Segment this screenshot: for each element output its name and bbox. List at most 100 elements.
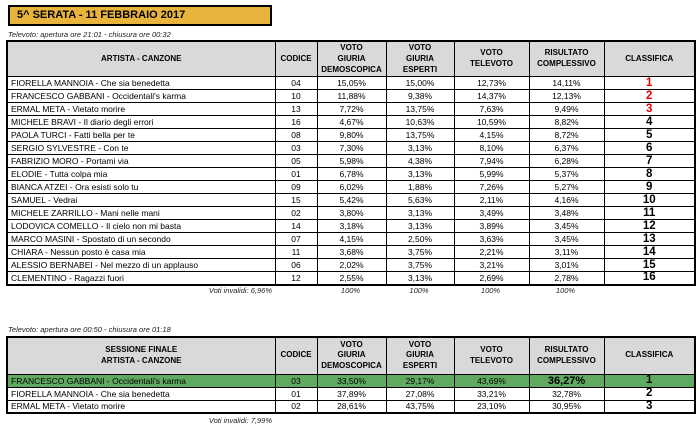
esperti-cell: 9,38% — [385, 89, 455, 104]
televoto-cell: 2,21% — [453, 245, 530, 260]
codice-cell: 03 — [274, 373, 318, 388]
total-esperti: 100% — [409, 286, 429, 295]
complessivo-cell: 3,45% — [528, 219, 605, 234]
artista-cell: FABRIZIO MORO - Portami via — [6, 154, 276, 169]
televoto-cell: 7,26% — [453, 180, 530, 195]
table-row: FABRIZIO MORO - Portami via 05 5,98% 4,38% 7… — [6, 154, 696, 169]
demoscopica-cell: 15,05% — [316, 76, 387, 91]
classifica-cell: 14 — [603, 245, 696, 260]
table-row: ERMAL META - Vietato morire 13 7,72% 13,75%… — [6, 102, 696, 117]
demoscopica-cell: 9,80% — [316, 128, 387, 143]
artista-cell: SAMUEL - Vedrai — [6, 193, 276, 208]
artista-cell: MARCO MASINI - Spostato di un secondo — [6, 232, 276, 247]
televoto-cell: 3,49% — [453, 206, 530, 221]
codice-cell: 03 — [274, 141, 318, 156]
televoto-cell: 8,10% — [453, 141, 530, 156]
demoscopica-cell: 11,88% — [316, 89, 387, 104]
televoto-cell: 3,63% — [453, 232, 530, 247]
complessivo-cell: 4,16% — [528, 193, 605, 208]
classifica-cell: 4 — [603, 115, 696, 130]
complessivo-cell: 6,28% — [528, 154, 605, 169]
televoto-cell: 12,73% — [453, 76, 530, 91]
codice-cell: 09 — [274, 180, 318, 195]
classifica-cell: 13 — [603, 232, 696, 247]
complessivo-cell: 30,95% — [528, 399, 605, 414]
table-row: MARCO MASINI - Spostato di un secondo 07 4… — [6, 232, 696, 247]
table-row: CLEMENTINO - Ragazzi fuori 12 2,55% 3,13% 2,… — [6, 271, 696, 286]
header-classifica: CLASSIFICA — [603, 40, 696, 78]
artista-cell: MICHELE ZARRILLO - Mani nelle mani — [6, 206, 276, 221]
classifica-cell: 1 — [603, 373, 696, 388]
table-row: FRANCESCO GABBANI - Occidentali's karma 1… — [6, 89, 696, 104]
classifica-cell: 5 — [603, 128, 696, 143]
televoto-cell: 7,63% — [453, 102, 530, 117]
complessivo-cell: 3,48% — [528, 206, 605, 221]
complessivo-cell: 8,72% — [528, 128, 605, 143]
demoscopica-cell: 3,80% — [316, 206, 387, 221]
artista-cell: ELODIE - Tutta colpa mia — [6, 167, 276, 182]
complessivo-cell: 3,11% — [528, 245, 605, 260]
codice-cell: 02 — [274, 206, 318, 221]
artista-cell: FIORELLA MANNOIA - Che sia benedetta — [6, 386, 276, 401]
header-classifica: CLASSIFICA — [603, 336, 696, 375]
table2-footer: Voti invalidi: 7,99% — [6, 416, 694, 425]
esperti-cell: 3,13% — [385, 219, 455, 234]
televoto-cell: 3,21% — [453, 258, 530, 273]
complessivo-cell: 2,78% — [528, 271, 605, 286]
classifica-cell: 10 — [603, 193, 696, 208]
codice-cell: 13 — [274, 102, 318, 117]
table-row: BIANCA ATZEI - Ora esisti solo tu 09 6,02%… — [6, 180, 696, 195]
esperti-cell: 15,00% — [385, 76, 455, 91]
demoscopica-cell: 6,02% — [316, 180, 387, 195]
header-voto-giuria-demoscopica: VOTO GIURIA DEMOSCOPICA — [316, 336, 387, 375]
artista-cell: SERGIO SYLVESTRE - Con te — [6, 141, 276, 156]
classifica-cell: 7 — [603, 154, 696, 169]
codice-cell: 16 — [274, 115, 318, 130]
invalid-votes-label-2: Voti invalidi: 7,99% — [208, 416, 272, 425]
demoscopica-cell: 4,15% — [316, 232, 387, 247]
complessivo-cell: 3,01% — [528, 258, 605, 273]
artista-cell: ERMAL META - Vietato morire — [6, 102, 276, 117]
televoto-cell: 4,15% — [453, 128, 530, 143]
table-row: SERGIO SYLVESTRE - Con te 03 7,30% 3,13% 8,1… — [6, 141, 696, 156]
esperti-cell: 27,08% — [385, 386, 455, 401]
complessivo-cell: 36,27% — [528, 373, 605, 388]
codice-cell: 05 — [274, 154, 318, 169]
classifica-cell: 6 — [603, 141, 696, 156]
table1-footer: Voti invalidi: 6,96% 100% 100% 100% 100% — [6, 286, 694, 295]
artista-cell: CLEMENTINO - Ragazzi fuori — [6, 271, 276, 286]
demoscopica-cell: 7,72% — [316, 102, 387, 117]
esperti-cell: 3,13% — [385, 141, 455, 156]
esperti-cell: 13,75% — [385, 128, 455, 143]
codice-cell: 14 — [274, 219, 318, 234]
results-table: ARTISTA - CANZONE CODICE VOTO GIURIA DEM… — [6, 40, 696, 286]
complessivo-cell: 14,11% — [528, 76, 605, 91]
table-row: ERMAL META - Vietato morire 02 28,61% 43,75… — [6, 399, 696, 414]
table-row: LODOVICA COMELLO - Il cielo non mi basta… — [6, 219, 696, 234]
complessivo-cell: 5,37% — [528, 167, 605, 182]
header-voto-giuria-demoscopica: VOTO GIURIA DEMOSCOPICA — [316, 40, 387, 78]
esperti-cell: 43,75% — [385, 399, 455, 414]
artista-cell: FRANCESCO GABBANI - Occidentali's karma — [6, 373, 276, 388]
codice-cell: 11 — [274, 245, 318, 260]
televoto-cell: 23,10% — [453, 399, 530, 414]
demoscopica-cell: 33,50% — [316, 373, 387, 388]
codice-cell: 01 — [274, 386, 318, 401]
demoscopica-cell: 2,55% — [316, 271, 387, 286]
table-row: SAMUEL - Vedrai 15 5,42% 5,63% 2,11% 4,16% 10 — [6, 193, 696, 208]
total-demoscopica: 100% — [340, 286, 361, 295]
artista-cell: CHIARA - Nessun posto è casa mia — [6, 245, 276, 260]
esperti-cell: 13,75% — [385, 102, 455, 117]
esperti-cell: 3,13% — [385, 206, 455, 221]
esperti-cell: 29,17% — [385, 373, 455, 388]
artista-cell: BIANCA ATZEI - Ora esisti solo tu — [6, 180, 276, 195]
invalid-votes-label-1: Voti invalidi: 6,96% — [208, 286, 272, 295]
codice-cell: 04 — [274, 76, 318, 91]
codice-cell: 10 — [274, 89, 318, 104]
codice-cell: 07 — [274, 232, 318, 247]
header-voto-giuria-esperti: VOTO GIURIA ESPERTI — [385, 40, 455, 78]
artista-cell: ERMAL META - Vietato morire — [6, 399, 276, 414]
esperti-cell: 3,75% — [385, 245, 455, 260]
table-row: ELODIE - Tutta colpa mia 01 6,78% 3,13% 5,99… — [6, 167, 696, 182]
classifica-cell: 3 — [603, 102, 696, 117]
